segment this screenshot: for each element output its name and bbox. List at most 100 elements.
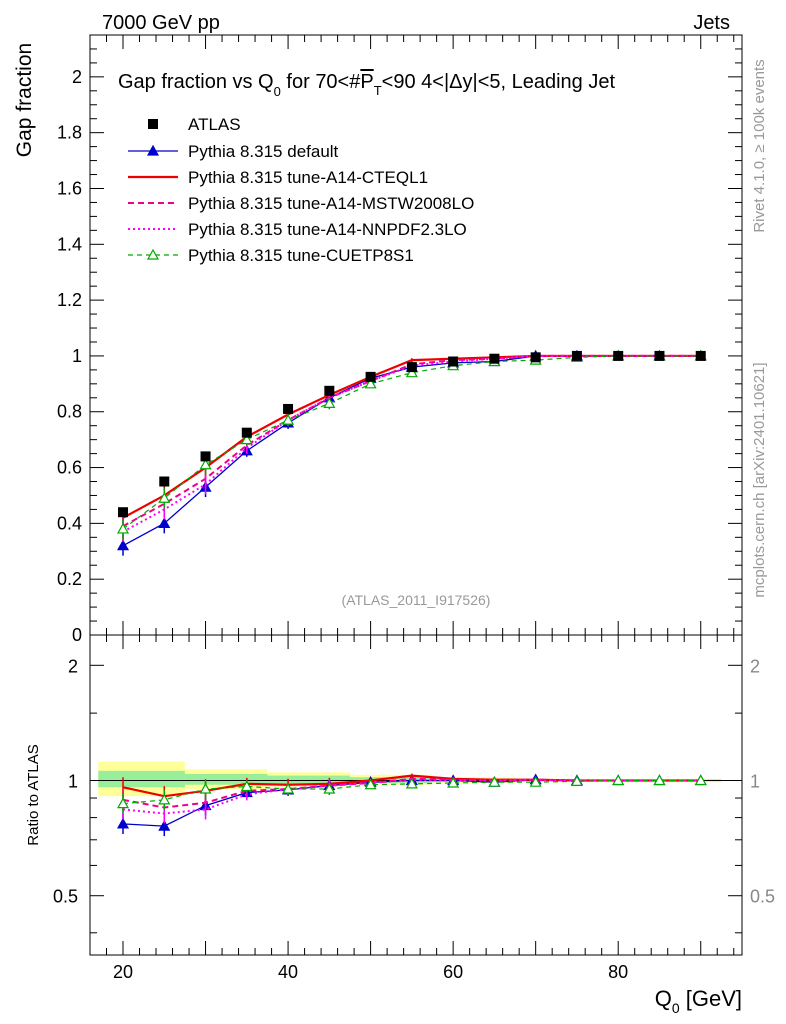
plot-title-post: <90 4<|Δy|<5, Leading Jet (382, 71, 616, 93)
ratio-point-cuetp8s1 (158, 793, 171, 805)
legend-label-cuetp8s1: Pythia 8.315 tune-CUETP8S1 (188, 246, 414, 265)
plot-title-t-subscript: T (374, 83, 382, 98)
ratio-y-tick-label-right: 0.5 (750, 887, 775, 907)
legend-marker-atlas (148, 119, 158, 129)
legend-marker-cuetp8s1 (146, 248, 160, 260)
main-y-tick-label: 0 (72, 625, 82, 645)
main-point-cuetp8s1 (323, 397, 336, 408)
x-tick-label: 20 (113, 962, 133, 982)
main-y-tick-label: 0.6 (57, 458, 82, 478)
main-point-default (158, 517, 171, 528)
main-point-atlas (695, 350, 706, 361)
main-point-atlas (571, 350, 582, 361)
legend-label-a14-cteql1: Pythia 8.315 tune-A14-CTEQL1 (188, 168, 428, 187)
main-series-line-cuetp8s1 (122, 355, 701, 530)
main-series-line-default (122, 355, 701, 547)
main-point-atlas (448, 356, 459, 367)
ratio-y-tick-label: 1 (68, 772, 78, 792)
main-point-cuetp8s1 (116, 522, 130, 534)
main-point-atlas (283, 403, 294, 414)
legend-markers (128, 119, 178, 260)
plot-title-mid: for 70<# (281, 71, 361, 93)
main-y-axis-title: Gap fraction (13, 43, 36, 157)
main-series-line-a14_cteql1 (122, 354, 701, 519)
ratio-point-cuetp8s1 (364, 778, 377, 790)
x-tick-label: 60 (443, 962, 463, 982)
main-point-atlas (159, 476, 170, 487)
main-point-cuetp8s1 (364, 377, 377, 389)
x-axis-title-unit: [GeV] (680, 986, 742, 1011)
ratio-point-default (158, 819, 171, 831)
main-y-tick-label: 1.4 (57, 234, 82, 254)
main-point-atlas (118, 507, 129, 518)
mcplots-reference-label: mcplots.cern.ch [arXiv:2401.10621] (751, 362, 768, 597)
main-y-tick-label: 0.2 (57, 569, 82, 589)
header-energy: 7000 GeV pp (102, 12, 220, 34)
x-axis-title-q: Q (655, 986, 672, 1011)
legend-marker-default (146, 144, 160, 156)
plot-title: Gap fraction vs Q0 for 70<#PT<90 4<|Δy|<… (118, 71, 615, 99)
main-point-cuetp8s1 (282, 413, 295, 425)
main-point-atlas (489, 353, 500, 364)
ratio-point-cuetp8s1 (282, 782, 295, 794)
ratio-band-inner (267, 775, 350, 784)
legend-label-default: Pythia 8.315 default (188, 142, 339, 161)
ratio-point-cuetp8s1 (240, 780, 253, 792)
main-y-tick-label: 1.8 (57, 123, 82, 143)
ratio-point-cuetp8s1 (323, 782, 336, 794)
main-y-tick-label: 0.4 (57, 513, 82, 533)
ratio-y-axis-title: Ratio to ATLAS (25, 744, 42, 845)
main-point-cuetp8s1 (405, 366, 418, 378)
main-y-tick-label: 1 (72, 346, 82, 366)
ratio-y-tick-label-right: 2 (750, 656, 760, 676)
main-point-atlas (530, 352, 541, 363)
x-axis-title-subscript: 0 (672, 1000, 680, 1016)
ratio-point-cuetp8s1 (529, 775, 542, 787)
ratio-point-cuetp8s1 (653, 774, 666, 786)
x-tick-label: 80 (608, 962, 628, 982)
ratio-point-cuetp8s1 (199, 782, 212, 794)
legend: ATLAS Pythia 8.315 default Pythia 8.315 … (188, 115, 474, 265)
ratio-band-inner (184, 773, 268, 785)
plot-title-q-subscript: 0 (274, 84, 281, 99)
ratio-point-cuetp8s1 (405, 777, 418, 789)
main-point-cuetp8s1 (158, 492, 171, 503)
main-point-atlas (200, 451, 211, 462)
ratio-point-cuetp8s1 (116, 797, 130, 809)
main-y-tick-label: 0.8 (57, 402, 82, 422)
data-marks (116, 349, 707, 837)
header-process: Jets (693, 12, 730, 34)
ratio-y-tick-label: 2 (68, 656, 78, 676)
legend-label-a14-mstw: Pythia 8.315 tune-A14-MSTW2008LO (188, 194, 474, 213)
x-axis-title: Q0 [GeV] (655, 986, 742, 1016)
legend-label-a14-nnpdf: Pythia 8.315 tune-A14-NNPDF2.3LO (188, 220, 467, 239)
main-series-line-a14_mstw (122, 354, 701, 528)
main-y-tick-label: 1.6 (57, 178, 82, 198)
main-point-atlas (613, 350, 624, 361)
ratio-point-cuetp8s1 (488, 775, 501, 787)
ratio-y-tick-label: 0.5 (53, 887, 78, 907)
ratio-y-tick-label-right: 1 (750, 772, 760, 792)
main-y-tick-label: 1.2 (57, 290, 82, 310)
ratio-point-cuetp8s1 (447, 776, 460, 788)
ratio-plot-frame (89, 634, 743, 956)
ratio-point-default (116, 817, 130, 829)
main-point-atlas (324, 385, 335, 396)
main-point-cuetp8s1 (240, 433, 253, 445)
ratio-series-line-a14_nnpdf (122, 778, 701, 815)
plot-title-pre: Gap fraction vs Q (118, 71, 274, 93)
ratio-point-cuetp8s1 (570, 775, 583, 786)
main-series-line-a14_nnpdf (122, 354, 701, 533)
analysis-watermark: (ATLAS_2011_I917526) (342, 592, 491, 608)
main-point-atlas (241, 427, 252, 438)
main-point-cuetp8s1 (199, 458, 212, 470)
main-point-atlas (654, 350, 665, 361)
main-y-tick-label: 2 (72, 67, 82, 87)
x-tick-label: 40 (278, 962, 298, 982)
ratio-point-cuetp8s1 (694, 774, 707, 786)
plot-title-p: P (360, 71, 373, 93)
ratio-point-cuetp8s1 (612, 774, 625, 786)
main-point-default (116, 539, 130, 551)
